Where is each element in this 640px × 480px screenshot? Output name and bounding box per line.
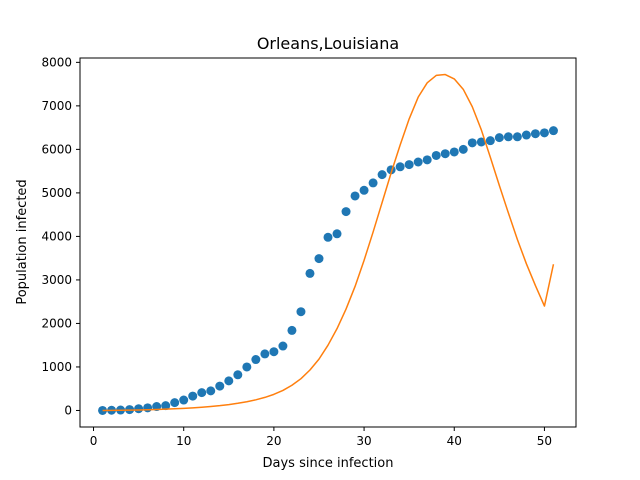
data-point: [224, 376, 234, 386]
plot-marks: [98, 73, 558, 415]
data-point: [134, 404, 144, 414]
data-point: [539, 128, 549, 138]
data-point: [215, 381, 225, 391]
data-point: [449, 147, 459, 157]
data-point: [332, 229, 342, 239]
data-point: [170, 398, 180, 408]
x-tick-label: 10: [176, 434, 191, 448]
data-point: [530, 129, 540, 139]
data-point: [377, 170, 387, 180]
data-point: [251, 355, 261, 365]
data-point: [359, 185, 369, 195]
data-point: [188, 391, 198, 401]
data-point: [440, 149, 450, 159]
data-point: [233, 370, 243, 380]
y-tick-label: 7000: [41, 99, 72, 113]
data-point: [206, 386, 216, 396]
data-point: [404, 160, 414, 170]
data-point: [503, 132, 513, 142]
y-tick-label: 4000: [41, 229, 72, 243]
data-point: [422, 155, 432, 165]
data-point: [548, 126, 558, 136]
y-tick-label: 1000: [41, 360, 72, 374]
data-point: [197, 388, 207, 398]
data-point: [242, 362, 252, 372]
data-point: [467, 138, 477, 148]
data-point: [269, 347, 279, 357]
data-point: [368, 178, 378, 188]
x-tick-label: 30: [356, 434, 371, 448]
data-point: [458, 144, 468, 154]
data-point: [179, 395, 189, 405]
data-point: [395, 162, 405, 172]
data-point: [314, 254, 324, 264]
data-point: [260, 349, 270, 359]
series-line-1: [102, 73, 555, 412]
data-point: [287, 325, 297, 335]
x-tick-label: 50: [537, 434, 552, 448]
data-point: [494, 133, 504, 143]
data-point: [431, 150, 441, 160]
x-axis-label: Days since infection: [263, 456, 394, 471]
chart-title: Orleans,Louisiana: [257, 34, 399, 53]
data-point: [485, 136, 495, 146]
data-point: [305, 268, 315, 278]
data-point: [476, 137, 486, 147]
x-tick-label: 40: [447, 434, 462, 448]
y-tick-label: 8000: [41, 55, 72, 69]
data-point: [341, 207, 351, 217]
data-point: [413, 157, 423, 167]
y-tick-label: 6000: [41, 142, 72, 156]
data-point: [521, 130, 531, 140]
plot-frame: [79, 57, 577, 428]
data-point: [161, 401, 171, 411]
x-tick-label: 20: [266, 434, 281, 448]
data-point: [512, 132, 522, 142]
y-tick-label: 0: [64, 403, 72, 417]
data-point: [323, 232, 333, 242]
x-tick-label: 0: [90, 434, 98, 448]
x-axis: 0 10 20 30 40 50: [90, 427, 552, 448]
y-tick-label: 2000: [41, 316, 72, 330]
data-point: [143, 403, 153, 413]
y-axis: 0 1000 2000 3000 4000 5000 6000 7000 8000: [41, 55, 80, 417]
data-point: [296, 307, 306, 317]
y-axis-label: Population infected: [15, 179, 30, 304]
y-tick-label: 5000: [41, 186, 72, 200]
data-point: [350, 191, 360, 201]
y-tick-label: 3000: [41, 273, 72, 287]
data-point: [278, 341, 288, 351]
